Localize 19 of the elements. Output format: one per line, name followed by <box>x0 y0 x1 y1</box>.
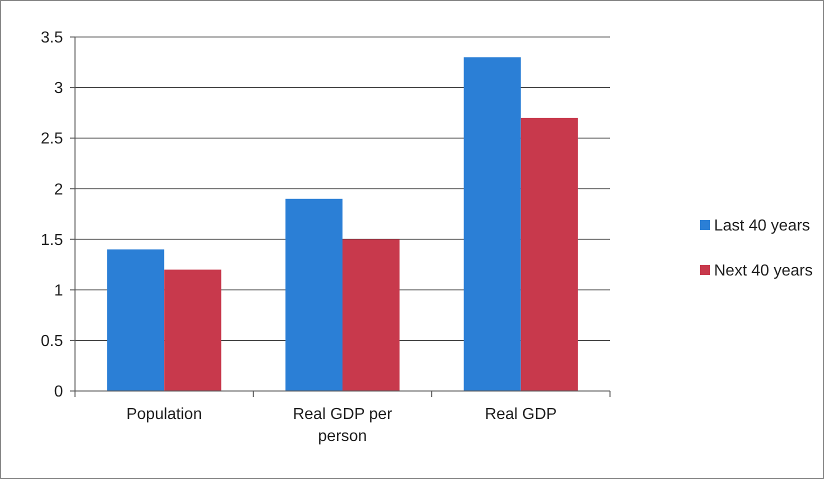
x-tick-label: Real GDP per person <box>292 406 393 445</box>
legend-label: Next 40 years <box>714 262 813 280</box>
bar <box>464 57 521 391</box>
x-tick-label: Population <box>126 406 202 423</box>
y-tick-label: 3.5 <box>40 30 64 47</box>
bar <box>520 118 578 391</box>
y-tick-label: 2 <box>54 181 64 198</box>
y-tick-label: 2.5 <box>40 130 64 148</box>
bar <box>107 249 164 391</box>
y-tick-label: 0.5 <box>40 333 64 350</box>
y-tick-label: 3 <box>54 80 64 98</box>
legend-label: Last 40 years <box>714 218 810 235</box>
bar <box>342 239 400 391</box>
x-tick-label: Real GDP <box>484 406 557 423</box>
y-tick-label: 0 <box>54 384 64 401</box>
y-tick-label: 1.5 <box>40 232 64 249</box>
bar <box>164 270 222 391</box>
bar <box>285 198 342 391</box>
y-tick-label: 1 <box>54 282 64 300</box>
